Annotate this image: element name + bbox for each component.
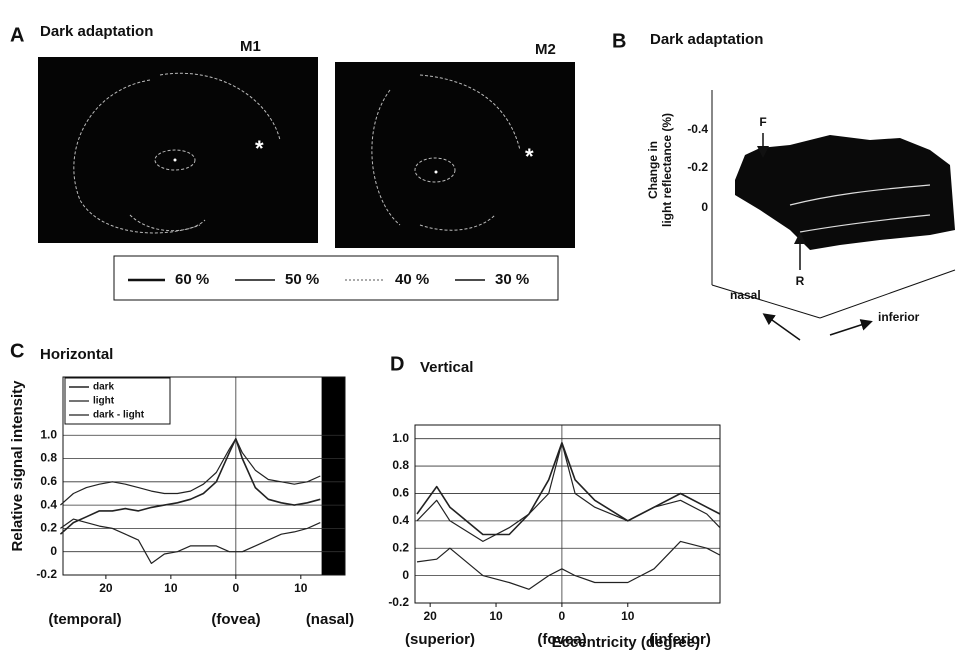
surface (735, 135, 955, 250)
panel-label: B (612, 30, 626, 52)
y-tick-label: 0.6 (392, 486, 409, 500)
x-tick-label: 20 (99, 581, 113, 595)
annotation: R (796, 274, 805, 288)
series-line (417, 443, 720, 542)
y-tick-label: 0.2 (392, 540, 409, 554)
legend-label: 50 % (285, 271, 319, 288)
axis-direction: inferior (878, 310, 920, 324)
arrow (830, 322, 870, 335)
marker: * (255, 136, 264, 161)
y-tick-label: 0.6 (40, 474, 57, 488)
shaded-region (322, 377, 345, 575)
series-line (60, 439, 320, 535)
tick-label: -0.2 (687, 160, 708, 174)
y-tick-label: 0.8 (40, 451, 57, 465)
x-tick-label: 10 (489, 609, 503, 623)
y-tick-label: 0.4 (40, 497, 57, 511)
image-name: M1 (240, 38, 261, 55)
x-sublabel: (fovea) (211, 611, 260, 628)
y-tick-label: 1.0 (40, 427, 57, 441)
tick-label: 0 (701, 200, 708, 214)
chart-title: Vertical (420, 359, 473, 376)
page: A Dark adaptation M1 M2 * * 60 % 50 % 40… (0, 0, 963, 653)
x-tick-label: 20 (423, 609, 437, 623)
marker: * (525, 144, 534, 169)
x-tick-label: 0 (559, 609, 566, 623)
series-line (60, 519, 320, 563)
legend-label: 60 % (175, 271, 209, 288)
y-tick-label: -0.2 (388, 595, 409, 609)
axis-direction: nasal (730, 288, 761, 302)
fundus-image (335, 62, 575, 248)
x-sublabel: (temporal) (48, 611, 121, 628)
image-name: M2 (535, 41, 556, 58)
annotation: F (759, 115, 766, 129)
fovea-dot (174, 159, 177, 162)
y-tick-label: 1.0 (392, 431, 409, 445)
x-tick-label: 10 (164, 581, 178, 595)
y-tick-label: -0.2 (36, 567, 57, 581)
x-tick-label: 10 (621, 609, 635, 623)
y-tick-label: 0 (402, 568, 409, 582)
legend-label: dark (93, 382, 115, 393)
x-tick-label: 0 (232, 581, 239, 595)
y-tick-label: 0.2 (40, 521, 57, 535)
panel-title: Dark adaptation (40, 23, 153, 40)
x-tick-label: 10 (294, 581, 308, 595)
y-tick-label: 0 (50, 544, 57, 558)
legend-label: 40 % (395, 271, 429, 288)
legend-label: 30 % (495, 271, 529, 288)
axis-line (712, 285, 820, 318)
x-sublabel: (nasal) (306, 611, 354, 628)
legend-label: light (93, 396, 115, 407)
panel-label: A (10, 24, 24, 46)
panel-label: D (390, 353, 404, 375)
y-tick-label: 0.4 (392, 513, 409, 527)
y-axis-title-line: light reflectance (%) (660, 113, 674, 227)
x-axis-title: Eccentricity (degree) (552, 634, 700, 651)
y-axis-title: Change in light reflectance (%) (646, 113, 674, 227)
panel-title: Dark adaptation (650, 31, 763, 48)
x-sublabel: (superior) (405, 631, 475, 648)
y-tick-label: 0.8 (392, 458, 409, 472)
fovea-dot (435, 171, 438, 174)
y-axis-title-line: Change in (646, 141, 660, 199)
y-axis-title: Relative signal intensity (9, 380, 26, 552)
series-line (60, 439, 320, 505)
legend-label: dark - light (93, 410, 145, 421)
tick-label: -0.4 (687, 122, 708, 136)
plot-frame (415, 425, 720, 603)
arrow (765, 315, 800, 340)
figure: A Dark adaptation M1 M2 * * 60 % 50 % 40… (0, 0, 963, 653)
panel-label: C (10, 340, 24, 362)
chart-title: Horizontal (40, 346, 113, 363)
